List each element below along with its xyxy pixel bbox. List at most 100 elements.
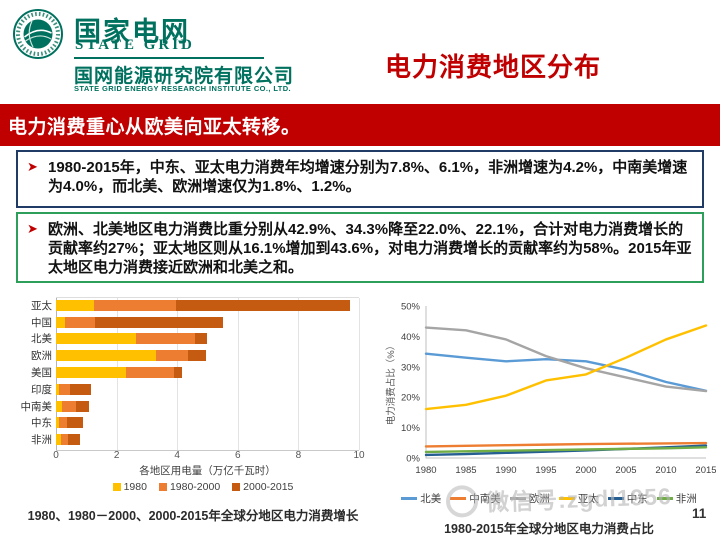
bullet-box-1: ➤ 1980-2015年，中东、亚太电力消费年均增速分别为7.8%、6.1%，非…: [16, 150, 704, 208]
line-ytick: 30%: [401, 362, 421, 373]
bar-segment: [75, 400, 90, 412]
bar-segment: [136, 333, 196, 345]
line-caption: 1980-2015年全球分地区电力消费占比: [444, 522, 654, 536]
line-series-非洲: [424, 446, 708, 454]
line-xtick: 2010: [655, 465, 676, 476]
bar-segment: [62, 400, 76, 412]
page-number: 11: [692, 506, 707, 521]
bar-row: 中南美: [8, 398, 378, 415]
line-ytick: 40%: [401, 332, 421, 343]
line-series-北美: [424, 352, 708, 393]
legend-swatch-icon: [232, 483, 241, 492]
legend-item: 1980-2000: [158, 481, 221, 494]
bar-segment: [155, 350, 188, 362]
legend-item: 欧洲: [509, 491, 550, 506]
bar-segment: [174, 367, 182, 379]
legend-line-icon: [656, 497, 673, 500]
bar-xtick: 4: [174, 450, 180, 462]
bar-category-label: 非洲: [31, 434, 52, 447]
legend-line-icon: [509, 497, 526, 500]
bar-grid-line: [298, 298, 300, 450]
legend-item: 2000-2015: [232, 481, 293, 493]
legend-label: 中东: [626, 493, 648, 505]
legend-item: 1980: [112, 481, 147, 493]
bar-segment: [69, 383, 91, 395]
legend-label: 2000-2015: [243, 481, 294, 494]
state-grid-logo-icon: [13, 9, 63, 59]
line-legend: 北美 中南美 欧洲 亚太 中东 非洲: [382, 491, 716, 506]
bar-track: [56, 333, 359, 345]
logo-name-cn: 国家电网: [74, 17, 190, 47]
bar-segment: [59, 417, 67, 429]
bar-segment: [125, 367, 175, 379]
bar-segment: [93, 299, 176, 311]
bar-track: [56, 434, 359, 446]
bar-track: [56, 383, 359, 395]
bar-xtick: 10: [353, 450, 365, 462]
bar-segment: [56, 299, 94, 311]
bar-row: 美国: [8, 364, 378, 381]
legend-line-icon: [401, 497, 418, 500]
bar-track: [56, 299, 359, 311]
bar-x-axis: 0 2 4 6 8 10: [53, 448, 364, 462]
bar-category-label: 欧洲: [31, 350, 52, 363]
legend-swatch-icon: [158, 483, 167, 492]
legend-label: 1980-2000: [169, 481, 221, 494]
bar-segment: [65, 316, 96, 328]
bar-track: [56, 316, 359, 328]
bar-segment: [195, 333, 208, 345]
legend-item: 非洲: [656, 491, 697, 506]
bar-row: 中东: [8, 415, 378, 432]
bar-row: 北美: [8, 331, 378, 348]
line-chart: 电力消费占比（%） 0% 10% 20% 30% 40% 50% 1980 1985 1990 1…: [382, 296, 717, 537]
legend-line-icon: [450, 497, 467, 500]
bar-row: 亚太: [8, 297, 378, 314]
legend-item: 中南美: [450, 491, 501, 506]
headline-text: 电力消费重心从欧美向亚太转移。: [8, 116, 301, 138]
bar-row: 印度: [8, 381, 378, 398]
line-y-axis-label: 电力消费占比（%）: [386, 340, 397, 426]
legend-label: 欧洲: [528, 493, 550, 505]
legend-item: 中东: [607, 491, 648, 506]
logo-name-en: STATE GRID: [75, 37, 195, 53]
bar-plot-area: 亚太中国北美欧洲 美国印度中南美中东非洲: [8, 297, 378, 451]
bullet-text-1: 1980-2015年，中东、亚太电力消费年均增速分别为7.8%、6.1%，非洲增…: [48, 159, 688, 195]
legend-label: 亚太: [577, 493, 599, 505]
bullet-arrow-icon: ➤: [27, 221, 38, 236]
bar-segment: [56, 367, 126, 379]
bar-segment: [56, 400, 63, 412]
bar-xtick: 0: [53, 450, 59, 462]
line-axes: [425, 306, 706, 459]
bar-segment: [60, 434, 69, 446]
bar-chart: 亚太 中国 北美 欧洲 美国 印度 中南美 中东 非洲 0 2 4 6 8 10 各地区用电量（万亿千瓦时…: [8, 297, 378, 524]
logo-divider: [74, 57, 264, 59]
line-xtick: 2005: [615, 465, 636, 476]
line-series-亚太: [424, 324, 708, 411]
bar-caption: 1980、1980－2000、2000-2015年全球分地区电力消费增长: [27, 509, 359, 524]
bullet-box-2: ➤ 欧洲、北美地区电力消费比重分别从42.9%、34.3%降至22.0%、22.…: [16, 212, 704, 283]
bar-category-label: 中南美: [20, 400, 53, 413]
legend-label: 北美: [420, 493, 442, 505]
org-name-en: STATE GRID ENERGY RESEARCH INSTITUTE CO.…: [74, 84, 292, 93]
legend-swatch-icon: [112, 483, 121, 492]
bar-category-label: 中国: [31, 316, 52, 329]
bar-category-label: 亚太: [31, 299, 52, 312]
bar-segment: [56, 383, 60, 395]
bar-category-label: 中东: [31, 417, 52, 430]
line-ytick: 0%: [406, 454, 420, 465]
line-xtick: 1995: [535, 465, 556, 476]
legend-line-icon: [607, 497, 624, 500]
legend-line-icon: [558, 497, 575, 500]
bar-segment: [68, 434, 81, 446]
bar-segment: [95, 316, 223, 328]
header: 国家电网 STATE GRID 国网能源研究院有限公司 STATE GRID E…: [0, 0, 720, 103]
bar-row: 欧洲: [8, 347, 378, 364]
bar-segment: [66, 417, 84, 429]
line-xtick: 1980: [415, 465, 436, 476]
legend-label: 中南美: [469, 493, 501, 505]
bar-grid-line: [359, 298, 360, 450]
bar-track: [56, 350, 359, 362]
line-series-欧洲: [424, 326, 708, 393]
bar-category-label: 印度: [31, 383, 52, 396]
